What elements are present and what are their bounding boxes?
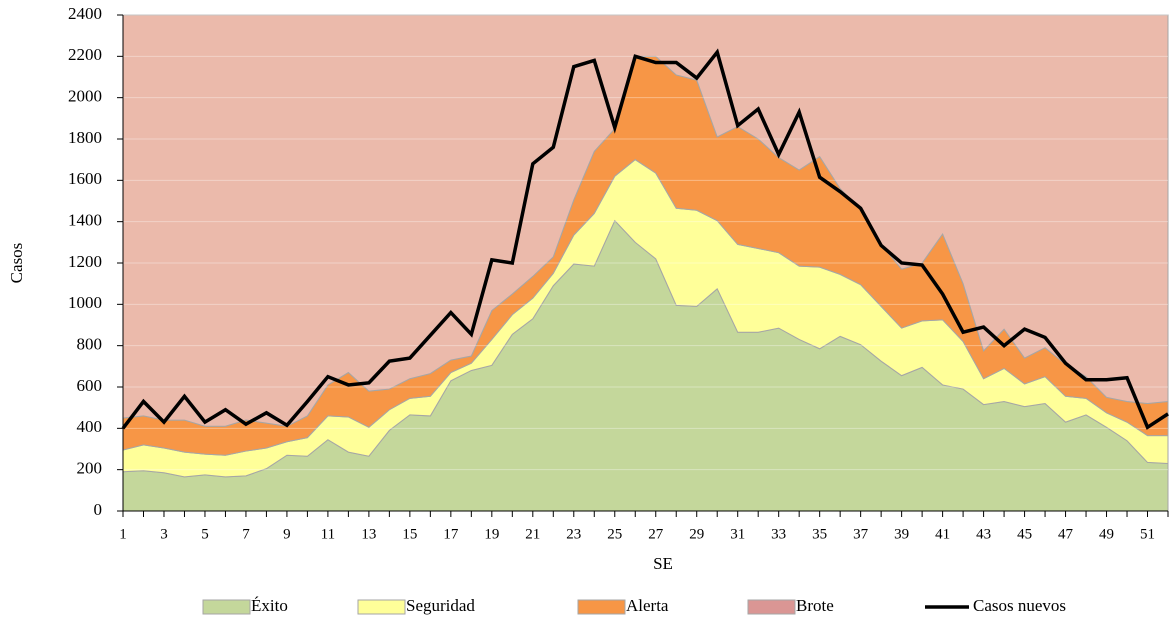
x-tick-label: 1 bbox=[119, 526, 127, 542]
y-tick-label: 200 bbox=[77, 459, 103, 478]
y-tick-label: 1000 bbox=[68, 293, 102, 312]
legend-label: Éxito bbox=[251, 596, 288, 615]
x-tick-label: 15 bbox=[402, 526, 417, 542]
x-tick-label: 37 bbox=[853, 526, 869, 542]
area bbox=[122, 14, 1169, 427]
legend-label: Alerta bbox=[626, 596, 669, 615]
x-tick-label: 45 bbox=[1017, 526, 1032, 542]
y-tick-label: 800 bbox=[77, 335, 103, 354]
x-tick-label: 35 bbox=[812, 526, 827, 542]
x-tick-label: 19 bbox=[484, 526, 499, 542]
line bbox=[121, 48, 1169, 430]
x-tick-label: 27 bbox=[648, 526, 664, 542]
y-tick-label: 600 bbox=[77, 376, 103, 395]
x-tick-label: 3 bbox=[160, 526, 168, 542]
x-tick-label: 41 bbox=[935, 526, 950, 542]
y-tick-label: 2000 bbox=[68, 87, 102, 106]
x-tick-label: 21 bbox=[525, 526, 540, 542]
x-tick-label: 9 bbox=[283, 526, 291, 542]
y-tick-label: 1400 bbox=[68, 211, 102, 230]
x-tick-label: 47 bbox=[1058, 526, 1074, 542]
legend-swatch bbox=[357, 599, 406, 615]
y-tick-label: 1800 bbox=[68, 128, 102, 147]
x-tick-label: 23 bbox=[566, 526, 581, 542]
y-tick-label: 0 bbox=[94, 500, 103, 519]
x-tick-label: 17 bbox=[443, 526, 459, 542]
y-axis-label: Casos bbox=[7, 243, 26, 284]
x-tick-label: 39 bbox=[894, 526, 909, 542]
y-tick-label: 400 bbox=[77, 417, 103, 436]
y-tick-label: 2400 bbox=[68, 4, 102, 23]
x-tick-label: 25 bbox=[607, 526, 622, 542]
x-axis-label: SE bbox=[653, 554, 673, 573]
legend-swatch bbox=[202, 599, 251, 615]
legend-label: Brote bbox=[796, 596, 834, 615]
legend-swatch bbox=[577, 599, 626, 615]
y-tick-label: 1600 bbox=[68, 169, 102, 188]
x-tick-label: 49 bbox=[1099, 526, 1114, 542]
x-tick-label: 11 bbox=[321, 526, 335, 542]
x-tick-label: 7 bbox=[242, 526, 250, 542]
legend-label: Casos nuevos bbox=[973, 596, 1066, 615]
x-tick-label: 43 bbox=[976, 526, 991, 542]
x-tick-label: 5 bbox=[201, 526, 209, 542]
x-tick-label: 33 bbox=[771, 526, 786, 542]
y-tick-label: 1200 bbox=[68, 252, 102, 271]
x-tick-label: 13 bbox=[361, 526, 376, 542]
x-tick-label: 51 bbox=[1140, 526, 1155, 542]
x-tick-label: 29 bbox=[689, 526, 704, 542]
legend-swatch bbox=[747, 599, 796, 615]
y-tick-label: 2200 bbox=[68, 45, 102, 64]
x-tick-label: 31 bbox=[730, 526, 745, 542]
legend-label: Seguridad bbox=[406, 596, 475, 615]
